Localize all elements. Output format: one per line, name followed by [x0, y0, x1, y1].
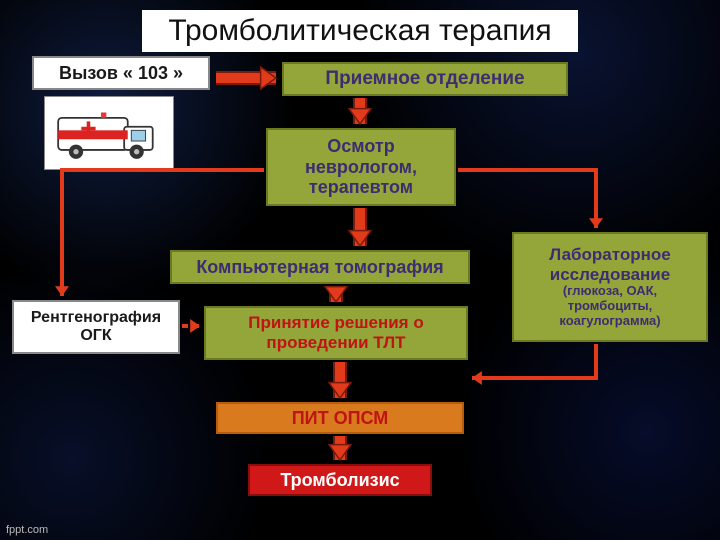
box-exam-text: Осмотр неврологом, терапевтом	[274, 136, 448, 198]
box-pit-text: ПИТ ОПСМ	[292, 408, 389, 429]
box-lab: Лабораторное исследование (глюкоза, ОАК,…	[512, 232, 708, 342]
title-bar: Тромболитическая терапия	[0, 10, 720, 52]
box-xray-text: Рентгенография ОГК	[20, 309, 172, 346]
box-decision: Принятие решения о проведении ТЛТ	[204, 306, 468, 360]
box-thrombolysis: Тромболизис	[248, 464, 432, 496]
box-thrombolysis-text: Тромболизис	[280, 470, 399, 491]
box-reception-text: Приемное отделение	[325, 68, 524, 90]
box-lab-subtext: (глюкоза, ОАК, тромбоциты, коагулограмма…	[520, 284, 700, 329]
box-pit: ПИТ ОПСМ	[216, 402, 464, 434]
box-lab-text: Лабораторное исследование	[520, 245, 700, 284]
box-reception: Приемное отделение	[282, 62, 568, 96]
watermark: fppt.com	[6, 524, 48, 536]
box-call103-text: Вызов « 103 »	[59, 63, 183, 84]
ambulance-image	[44, 96, 174, 170]
box-exam: Осмотр неврологом, терапевтом	[266, 128, 456, 206]
box-call103: Вызов « 103 »	[32, 56, 210, 90]
box-xray: Рентгенография ОГК	[12, 300, 180, 354]
ambulance-icon	[50, 100, 168, 166]
page-title: Тромболитическая терапия	[142, 10, 577, 52]
box-ct: Компьютерная томография	[170, 250, 470, 284]
box-ct-text: Компьютерная томография	[196, 257, 443, 278]
box-decision-text: Принятие решения о проведении ТЛТ	[212, 313, 460, 352]
